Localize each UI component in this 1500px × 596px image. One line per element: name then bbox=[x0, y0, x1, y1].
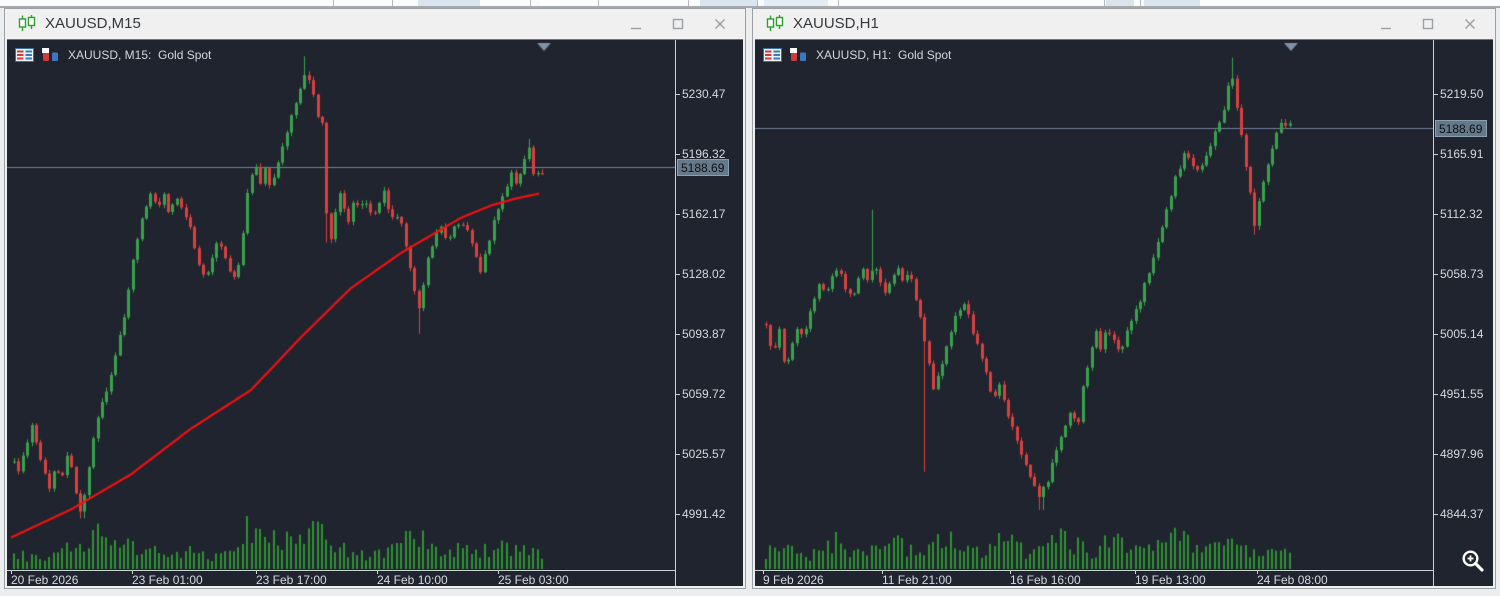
time-axis[interactable]: 20 Feb 2026 23 Feb 01:00 23 Feb 17:00 24 Fe… bbox=[7, 570, 675, 586]
price-plot-canvas[interactable] bbox=[7, 40, 675, 570]
time-tick bbox=[256, 571, 257, 574]
close-button[interactable] bbox=[1453, 13, 1487, 35]
price-tick-label: 5112.32 bbox=[1434, 207, 1483, 221]
price-tick-label: 4991.42 bbox=[676, 507, 725, 521]
zoom-icon[interactable] bbox=[1459, 548, 1487, 576]
time-label: 23 Feb 01:00 bbox=[132, 573, 203, 586]
price-axis[interactable]: 5230.47 5196.32 5162.17 5128.02 5093.87 5059.… bbox=[675, 40, 743, 586]
time-label: 24 Feb 10:00 bbox=[377, 573, 448, 586]
price-tick-label: 4844.37 bbox=[1434, 507, 1483, 521]
top-edge-clipped-toolbar bbox=[0, 0, 1500, 8]
maximize-button[interactable] bbox=[1411, 13, 1445, 35]
time-label: 16 Feb 16:00 bbox=[1010, 573, 1081, 586]
time-tick bbox=[1010, 571, 1011, 574]
chart-mode-icon[interactable] bbox=[42, 48, 60, 62]
clipped-tab-separator bbox=[688, 0, 689, 6]
chart-symbol-label: XAUUSD, H1: Gold Spot bbox=[816, 48, 952, 62]
time-tick bbox=[132, 571, 133, 574]
window-titlebar[interactable]: XAUUSD,M15 bbox=[5, 9, 745, 38]
clipped-tab-separator bbox=[1104, 0, 1105, 6]
price-tick-label: 5162.17 bbox=[676, 207, 725, 221]
window-titlebar[interactable]: XAUUSD,H1 bbox=[753, 9, 1495, 38]
current-price-tag: 5188.69 bbox=[677, 159, 730, 177]
clipped-tab-fragment bbox=[764, 0, 828, 6]
time-axis[interactable]: 9 Feb 2026 11 Feb 21:00 16 Feb 16:00 19 Feb… bbox=[755, 570, 1433, 586]
clipped-tab-fragment bbox=[418, 0, 480, 6]
chart-window-m15[interactable]: XAUUSD,M15 XAUUSD, M15: Gold Spot bbox=[4, 8, 746, 589]
window-title: XAUUSD,M15 bbox=[45, 15, 141, 32]
chart-symbol-label: XAUUSD, M15: Gold Spot bbox=[68, 48, 212, 62]
time-tick bbox=[763, 571, 764, 574]
clipped-tab-separator bbox=[1140, 0, 1141, 6]
time-label: 25 Feb 03:00 bbox=[498, 573, 569, 586]
price-tick-label: 5093.87 bbox=[676, 327, 725, 341]
time-label: 9 Feb 2026 bbox=[763, 573, 824, 586]
candlestick-chart-icon bbox=[766, 15, 784, 31]
minimize-button[interactable] bbox=[1369, 13, 1403, 35]
price-axis[interactable]: 5219.50 5165.91 5112.32 5058.73 5005.14 4951.… bbox=[1433, 40, 1493, 586]
time-label: 20 Feb 2026 bbox=[11, 573, 79, 586]
clipped-tab-fragment bbox=[540, 0, 560, 6]
price-tick-label: 5128.02 bbox=[676, 267, 725, 281]
clipped-tab-fragment bbox=[700, 0, 758, 6]
clipped-tab-separator bbox=[838, 0, 839, 6]
time-tick bbox=[1257, 571, 1258, 574]
time-tick bbox=[1135, 571, 1136, 574]
time-tick bbox=[882, 571, 883, 574]
price-plot-canvas[interactable] bbox=[755, 40, 1433, 570]
chart-area[interactable]: XAUUSD, M15: Gold Spot 5230.47 5196.32 516… bbox=[7, 39, 743, 586]
price-tick-label: 5058.73 bbox=[1434, 267, 1483, 281]
time-tick bbox=[498, 571, 499, 574]
minimize-button[interactable] bbox=[619, 13, 653, 35]
clipped-tab-separator bbox=[757, 0, 758, 6]
clipped-tab-fragment bbox=[1144, 0, 1200, 6]
price-tick-label: 4897.96 bbox=[1434, 447, 1483, 461]
quotes-grid-icon[interactable] bbox=[15, 48, 34, 62]
clipped-tab-separator bbox=[598, 0, 599, 6]
chart-window-h1[interactable]: XAUUSD,H1 XAUUSD, H1: Gold Spot bbox=[752, 8, 1496, 589]
time-label: 19 Feb 13:00 bbox=[1135, 573, 1206, 586]
close-button[interactable] bbox=[703, 13, 737, 35]
clipped-tab-separator bbox=[530, 0, 531, 6]
clipped-tab-fragment bbox=[1106, 0, 1134, 6]
current-price-tag: 5188.69 bbox=[1435, 120, 1488, 138]
time-label: 24 Feb 08:00 bbox=[1257, 573, 1328, 586]
clipped-tab-separator bbox=[333, 0, 334, 6]
price-tick-label: 5059.72 bbox=[676, 387, 725, 401]
quotes-grid-icon[interactable] bbox=[763, 48, 782, 62]
chart-area[interactable]: XAUUSD, H1: Gold Spot 5219.50 5165.91 5112… bbox=[755, 39, 1493, 586]
chart-mode-icon[interactable] bbox=[790, 48, 808, 62]
maximize-icon bbox=[672, 18, 684, 29]
minimize-icon bbox=[1381, 27, 1391, 29]
minimize-icon bbox=[631, 27, 641, 29]
time-tick bbox=[11, 571, 12, 574]
time-label: 23 Feb 17:00 bbox=[256, 573, 327, 586]
price-tick-label: 5005.14 bbox=[1434, 327, 1483, 341]
price-tick-label: 5025.57 bbox=[676, 447, 725, 461]
window-title: XAUUSD,H1 bbox=[793, 15, 879, 32]
price-tick-label: 5219.50 bbox=[1434, 87, 1483, 101]
time-tick bbox=[377, 571, 378, 574]
maximize-button[interactable] bbox=[661, 13, 695, 35]
price-tick-label: 4951.55 bbox=[1434, 387, 1483, 401]
maximize-icon bbox=[1422, 18, 1434, 29]
time-label: 11 Feb 21:00 bbox=[882, 573, 952, 586]
clipped-tab-separator bbox=[392, 0, 393, 6]
price-tick-label: 5230.47 bbox=[676, 87, 725, 101]
candlestick-chart-icon bbox=[18, 15, 36, 31]
close-icon bbox=[715, 18, 725, 29]
price-tick-label: 5196.32 bbox=[676, 147, 725, 161]
price-tick-label: 5165.91 bbox=[1434, 147, 1483, 161]
close-icon bbox=[1465, 18, 1475, 29]
